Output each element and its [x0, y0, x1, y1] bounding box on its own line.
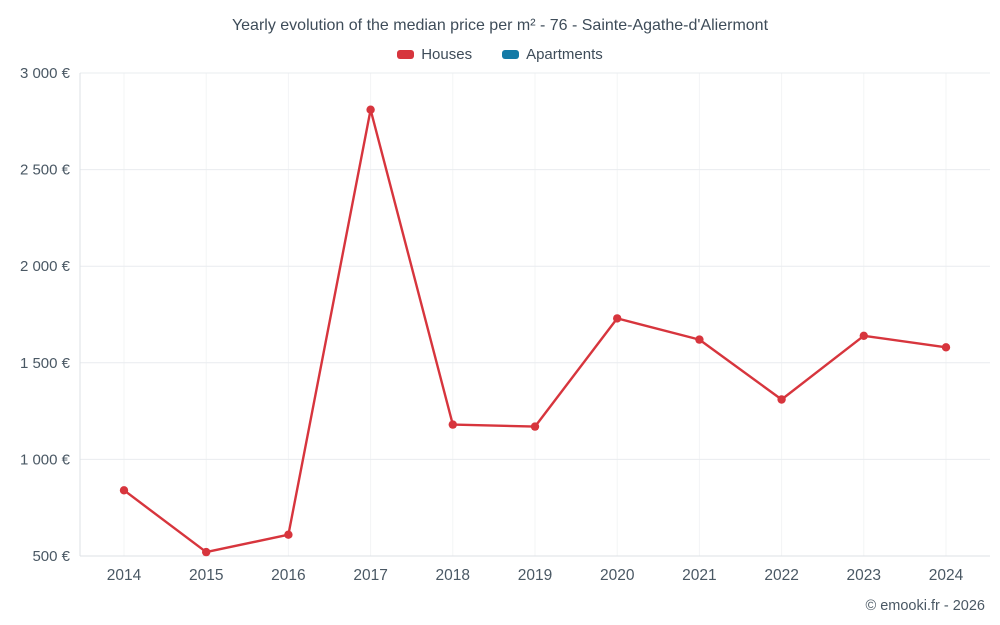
x-tick-label: 2023 — [847, 567, 881, 584]
x-tick-label: 2024 — [929, 567, 964, 584]
x-tick-label: 2021 — [682, 567, 716, 584]
y-tick-label: 1 500 € — [20, 355, 71, 372]
x-tick-label: 2022 — [764, 567, 798, 584]
houses-data-point[interactable] — [119, 486, 129, 495]
apartments-series-swatch — [502, 50, 520, 59]
y-tick-label: 2 500 € — [20, 162, 71, 179]
legend-item-apartments[interactable]: Apartments — [502, 46, 603, 63]
copyright: © emooki.fr - 2026 — [865, 598, 985, 614]
x-tick-label: 2014 — [107, 567, 142, 584]
houses-series-swatch — [397, 50, 415, 59]
legend-item-houses[interactable]: Houses — [397, 46, 472, 63]
houses-data-point[interactable] — [941, 343, 951, 352]
houses-data-point[interactable] — [777, 395, 786, 404]
houses-data-point[interactable] — [859, 331, 868, 340]
houses-data-point[interactable] — [530, 422, 540, 431]
houses-data-point[interactable] — [695, 335, 704, 344]
y-tick-label: 500 € — [32, 548, 70, 565]
y-tick-label: 2 000 € — [20, 258, 71, 275]
legend-label-apartments: Apartments — [526, 46, 603, 63]
houses-data-point[interactable] — [613, 314, 622, 323]
houses-data-point[interactable] — [366, 105, 375, 114]
legend-label-houses: Houses — [421, 46, 473, 63]
houses-data-point[interactable] — [448, 420, 457, 429]
x-tick-label: 2019 — [518, 567, 552, 584]
chart-legend: Houses Apartments — [0, 46, 1000, 63]
x-tick-label: 2020 — [600, 567, 635, 584]
x-tick-label: 2015 — [189, 567, 223, 584]
houses-data-point[interactable] — [202, 547, 211, 557]
x-tick-label: 2016 — [271, 567, 305, 584]
x-tick-label: 2018 — [436, 567, 470, 584]
chart-title: Yearly evolution of the median price per… — [231, 17, 769, 34]
houses-data-point[interactable] — [284, 530, 293, 539]
y-tick-label: 1 000 € — [20, 451, 71, 468]
x-tick-label: 2017 — [353, 567, 387, 584]
y-tick-label: 3 000 € — [20, 65, 71, 82]
